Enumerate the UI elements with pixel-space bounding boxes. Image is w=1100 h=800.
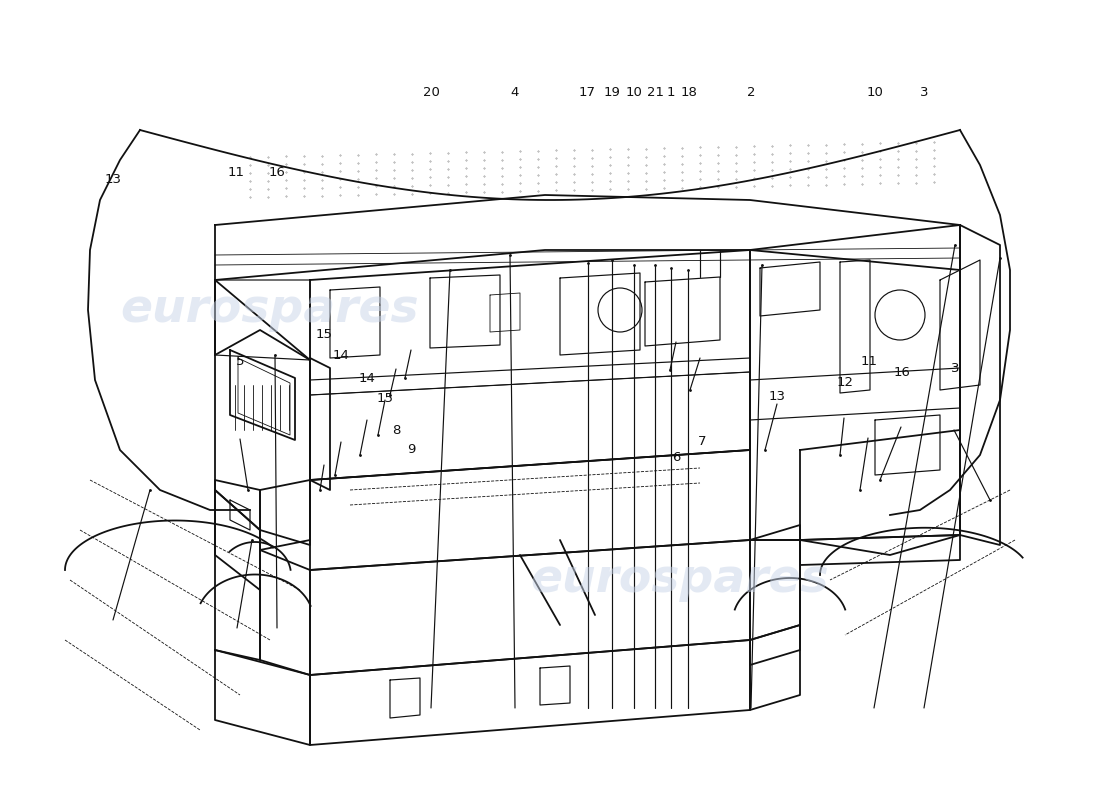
Text: 3: 3 xyxy=(950,362,959,374)
Text: 4: 4 xyxy=(510,86,519,98)
Text: 15: 15 xyxy=(376,392,394,405)
Text: 5: 5 xyxy=(235,355,244,368)
Text: 7: 7 xyxy=(697,435,706,448)
Text: 19: 19 xyxy=(603,86,620,98)
Text: 21: 21 xyxy=(647,86,664,98)
Text: 9: 9 xyxy=(407,443,416,456)
Text: 15: 15 xyxy=(316,328,333,341)
Text: 18: 18 xyxy=(680,86,697,98)
Text: 8: 8 xyxy=(392,424,400,437)
Text: 20: 20 xyxy=(422,86,440,98)
Text: 13: 13 xyxy=(768,390,785,402)
Text: 11: 11 xyxy=(228,166,245,178)
Text: 12: 12 xyxy=(836,376,854,389)
Text: 16: 16 xyxy=(268,166,286,178)
Text: 3: 3 xyxy=(920,86,928,98)
Text: 13: 13 xyxy=(104,173,122,186)
Text: 14: 14 xyxy=(359,372,376,385)
Text: 10: 10 xyxy=(625,86,642,98)
Text: 14: 14 xyxy=(332,350,350,362)
Text: 2: 2 xyxy=(747,86,756,98)
Text: 16: 16 xyxy=(893,366,911,378)
Text: 1: 1 xyxy=(667,86,675,98)
Text: eurospares: eurospares xyxy=(121,287,419,333)
Text: 6: 6 xyxy=(672,451,681,464)
Text: 10: 10 xyxy=(866,86,883,98)
Text: 17: 17 xyxy=(579,86,596,98)
Text: eurospares: eurospares xyxy=(530,558,829,602)
Text: 11: 11 xyxy=(860,355,878,368)
